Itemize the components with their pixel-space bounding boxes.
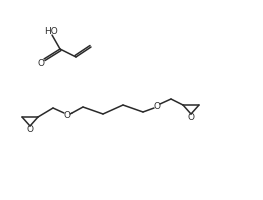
- Text: O: O: [27, 125, 33, 134]
- Text: HO: HO: [44, 26, 58, 35]
- Text: O: O: [63, 111, 70, 120]
- Text: O: O: [154, 102, 160, 111]
- Text: O: O: [188, 113, 195, 122]
- Text: O: O: [38, 58, 44, 67]
